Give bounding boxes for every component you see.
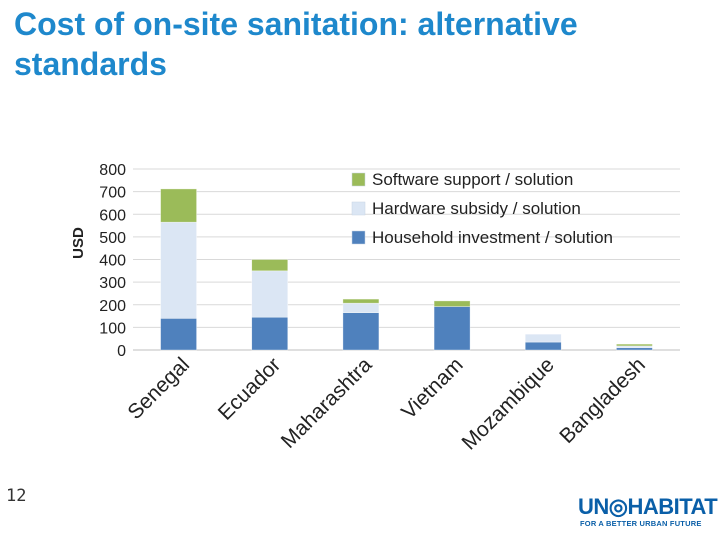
legend-label: Hardware subsidy / solution	[372, 199, 581, 218]
bar-segment	[160, 221, 197, 319]
bar-segment	[342, 298, 380, 304]
x-tick-label: Bangladesh	[555, 353, 650, 448]
bar-segment	[342, 302, 380, 313]
y-tick-label: 600	[99, 207, 126, 224]
x-tick-label: Senegal	[123, 353, 194, 424]
bar-segment	[342, 312, 380, 351]
x-tick-label: Maharashtra	[277, 353, 377, 453]
y-axis-label: USD	[70, 227, 87, 259]
bar-segment	[251, 270, 289, 318]
bar-segment	[433, 306, 471, 351]
x-tick-label: Ecuador	[214, 353, 286, 425]
page-title: Cost of on-site sanitation: alternative …	[14, 6, 578, 82]
page-number: 12	[6, 486, 27, 506]
bar-segment	[524, 333, 562, 343]
bar-segment	[160, 188, 197, 223]
legend-swatch	[351, 230, 366, 245]
y-tick-label: 700	[99, 185, 126, 202]
y-tick-label: 800	[99, 162, 126, 179]
bar-segment	[251, 259, 289, 272]
bar-segment	[524, 341, 562, 351]
logo-tagline: FOR A BETTER URBAN FUTURE	[580, 519, 702, 528]
bar-segment	[433, 300, 471, 307]
y-tick-label: 100	[99, 320, 126, 337]
legend-label: Household investment / solution	[372, 228, 613, 247]
y-tick-label: 200	[99, 298, 126, 315]
x-tick-label: Mozambique	[458, 353, 559, 454]
x-tick-label: Vietnam	[397, 353, 467, 423]
legend-swatch	[351, 172, 366, 187]
legend-label: Software support / solution	[372, 170, 573, 189]
y-tick-label: 400	[99, 253, 126, 270]
bar-segment	[616, 343, 653, 347]
logo-wordmark: UN◎HABITAT	[578, 494, 718, 519]
legend-swatch	[351, 201, 366, 216]
y-tick-label: 500	[99, 230, 126, 247]
y-tick-label: 0	[117, 343, 126, 360]
un-habitat-logo: UN◎HABITAT FOR A BETTER URBAN FUTURE	[578, 494, 718, 534]
y-tick-label: 300	[99, 275, 126, 292]
stacked-bar-chart: 0 100 200 300 400 500 600 700 800 USD Senegal Ecuad…	[70, 162, 680, 455]
bar-segment	[160, 318, 197, 351]
bar-segment	[251, 316, 289, 351]
bar-segment	[616, 347, 653, 351]
